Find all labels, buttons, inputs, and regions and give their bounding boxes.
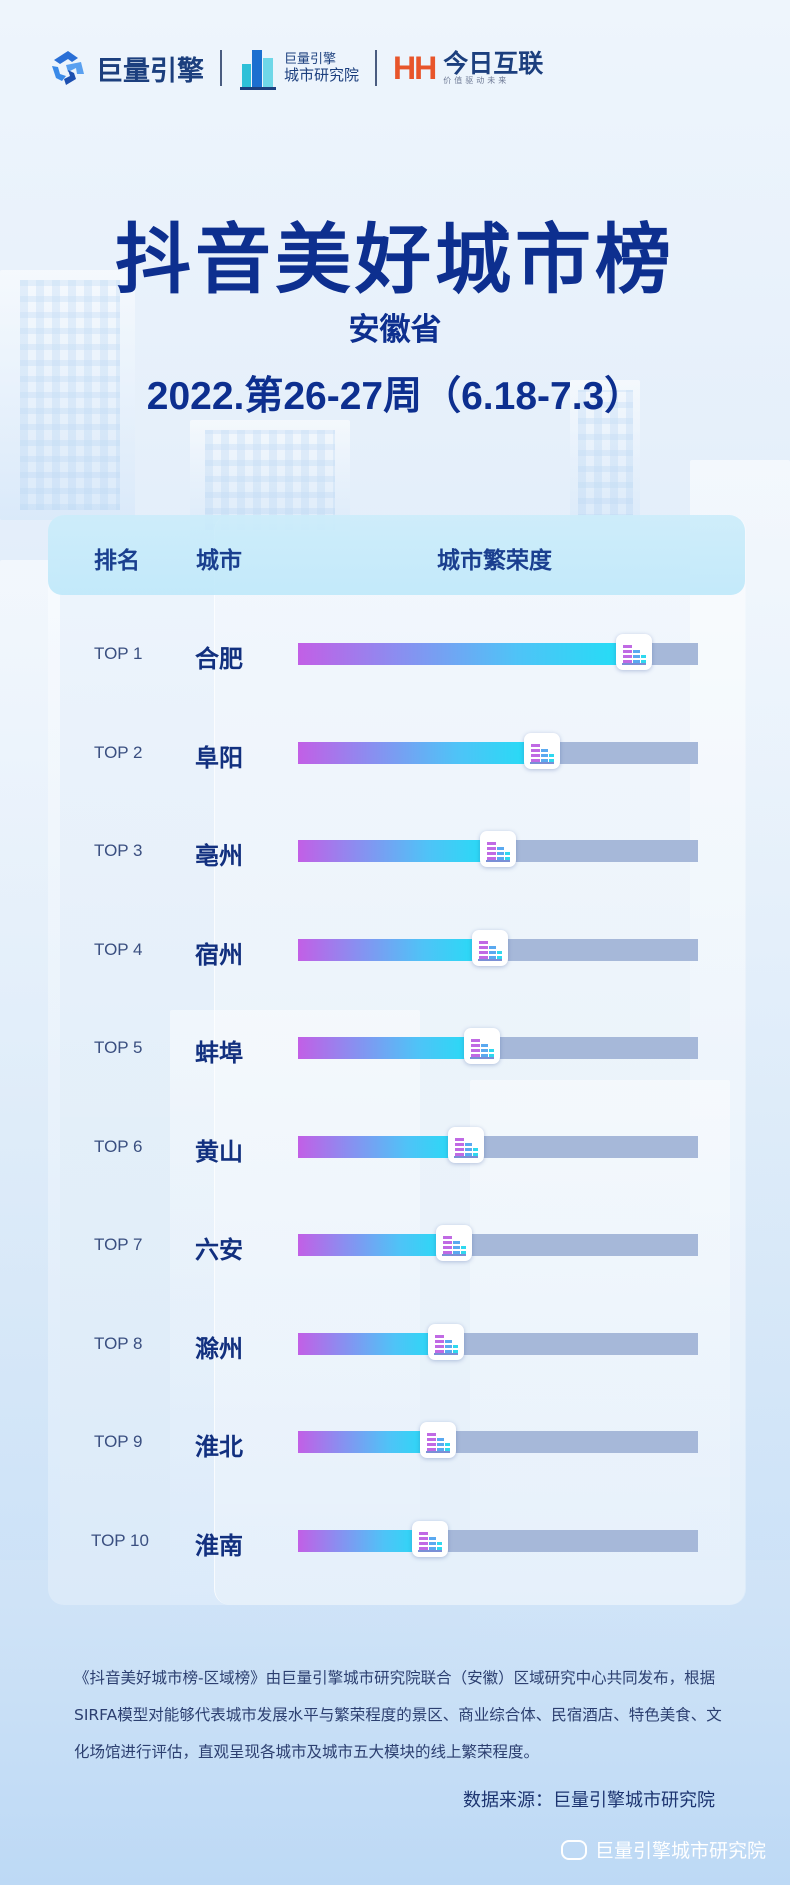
bar-track xyxy=(298,732,698,769)
province-subtitle: 安徽省 xyxy=(348,312,442,348)
city-name: 阜阳 xyxy=(195,743,243,772)
wechat-icon xyxy=(560,1839,587,1860)
logo-separator xyxy=(375,50,378,86)
header-logos: 巨量引擎 巨量引擎 城市研究院 HH 今日互联 价值驱动未来 xyxy=(48,40,742,96)
page-title: 抖音美好城市榜 xyxy=(115,215,675,304)
juliang-engine-logo-text: 巨量引擎 xyxy=(96,55,204,86)
bar-fill xyxy=(298,741,542,764)
logo-separator xyxy=(220,50,222,86)
rank-label: TOP 10 xyxy=(91,1530,149,1550)
header-rank: 排名 xyxy=(94,548,140,574)
bar-fill xyxy=(298,1431,438,1453)
watermark-text: 巨量引擎城市研究院 xyxy=(594,1840,766,1862)
bar-track xyxy=(298,1126,698,1163)
rank-label: TOP 6 xyxy=(94,1136,143,1156)
period-label: 2022.第26-27周（6.18-7.3） xyxy=(146,375,644,418)
rank-label: TOP 2 xyxy=(94,742,143,762)
bar-fill xyxy=(298,1332,446,1355)
bar-fill xyxy=(298,840,498,862)
city-name: 合肥 xyxy=(195,645,243,673)
building-marker-icon xyxy=(464,1028,500,1064)
city-name: 黄山 xyxy=(195,1137,243,1166)
bar-track xyxy=(298,929,698,966)
bar-fill xyxy=(298,938,490,961)
city-name: 淮北 xyxy=(195,1433,243,1461)
jinri-hulian-logo: HH 今日互联 价值驱动未来 xyxy=(393,50,543,87)
bar-track xyxy=(298,1323,698,1360)
city-buildings-icon xyxy=(240,50,276,90)
building-marker-icon xyxy=(524,732,560,769)
jinri-hulian-tagline: 价值驱动未来 xyxy=(443,76,510,86)
city-name: 滁州 xyxy=(195,1334,243,1363)
bg-building xyxy=(470,1080,730,1680)
rank-label: TOP 7 xyxy=(94,1235,143,1254)
rank-label: TOP 1 xyxy=(94,644,143,663)
bar-fill xyxy=(298,1529,430,1552)
bg-building xyxy=(0,560,60,1560)
rank-label: TOP 9 xyxy=(94,1432,143,1451)
bar-fill xyxy=(298,1037,482,1059)
header-city: 城市 xyxy=(196,548,242,574)
header-prosperity: 城市繁荣度 xyxy=(437,548,552,574)
data-source: 数据来源：巨量引擎城市研究院 xyxy=(463,1790,715,1811)
building-marker-icon xyxy=(480,831,516,867)
bg-building xyxy=(690,460,790,1560)
building-marker-icon xyxy=(472,929,508,966)
description-note: 《抖音美好城市榜-区域榜》由巨量引擎城市研究院联合（安徽）区域研究中心共同发布，… xyxy=(74,1669,722,1761)
building-marker-icon xyxy=(448,1126,484,1163)
building-marker-icon xyxy=(436,1225,472,1261)
city-name: 淮南 xyxy=(195,1531,243,1560)
bg-building-windows xyxy=(578,390,633,520)
jinri-hulian-text: 今日互联 xyxy=(443,48,544,78)
bar-track xyxy=(298,1225,698,1261)
city-name: 宿州 xyxy=(195,940,243,969)
city-name: 六安 xyxy=(195,1236,243,1264)
bar-track xyxy=(298,831,698,867)
jinri-hulian-mark: HH xyxy=(393,49,437,86)
bar-track xyxy=(298,1520,698,1557)
building-marker-icon xyxy=(412,1520,448,1557)
juliang-engine-logo: 巨量引擎 xyxy=(48,48,204,88)
ranking-panel xyxy=(48,515,745,1605)
city-institute-line1: 巨量引擎 xyxy=(284,51,337,67)
bar-fill xyxy=(298,1234,454,1256)
juliang-engine-icon xyxy=(52,51,84,85)
building-marker-icon xyxy=(428,1323,464,1360)
bar-fill xyxy=(298,643,634,665)
city-name: 蚌埠 xyxy=(195,1039,243,1067)
bar-track xyxy=(298,1422,698,1458)
rank-label: TOP 4 xyxy=(94,939,143,959)
bg-building xyxy=(570,380,640,530)
building-marker-icon xyxy=(616,634,652,670)
rank-label: TOP 5 xyxy=(94,1038,143,1057)
rank-label: TOP 8 xyxy=(94,1333,143,1353)
bar-fill xyxy=(298,1135,466,1158)
table-header xyxy=(48,515,745,595)
city-institute-line2: 城市研究院 xyxy=(284,65,360,84)
bg-building xyxy=(0,270,135,520)
bg-building-windows xyxy=(20,280,120,510)
building-marker-icon xyxy=(420,1422,456,1458)
city-institute-logo: 巨量引擎 城市研究院 xyxy=(238,46,359,90)
bar-track xyxy=(298,1028,698,1064)
rank-label: TOP 3 xyxy=(94,841,143,860)
bar-track xyxy=(298,634,698,670)
bg-building-windows xyxy=(205,430,335,530)
city-name: 亳州 xyxy=(195,842,243,870)
